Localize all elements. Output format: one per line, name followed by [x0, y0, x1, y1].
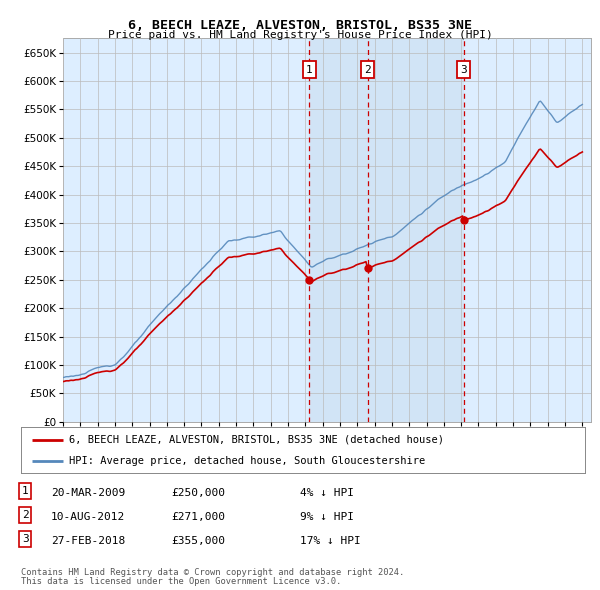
Text: 1: 1 [22, 486, 29, 496]
Text: 4% ↓ HPI: 4% ↓ HPI [300, 488, 354, 497]
Text: 6, BEECH LEAZE, ALVESTON, BRISTOL, BS35 3NE (detached house): 6, BEECH LEAZE, ALVESTON, BRISTOL, BS35 … [69, 435, 444, 445]
Bar [309, 38, 464, 422]
Text: £250,000: £250,000 [171, 488, 225, 497]
Text: 10-AUG-2012: 10-AUG-2012 [51, 512, 125, 522]
Text: 2: 2 [22, 510, 29, 520]
Text: 2: 2 [364, 64, 371, 74]
Text: 3: 3 [22, 535, 29, 544]
Text: HPI: Average price, detached house, South Gloucestershire: HPI: Average price, detached house, Sout… [69, 455, 425, 466]
Text: 17% ↓ HPI: 17% ↓ HPI [300, 536, 361, 546]
Text: Contains HM Land Registry data © Crown copyright and database right 2024.: Contains HM Land Registry data © Crown c… [21, 568, 404, 576]
Text: £271,000: £271,000 [171, 512, 225, 522]
Text: 9% ↓ HPI: 9% ↓ HPI [300, 512, 354, 522]
Text: Price paid vs. HM Land Registry's House Price Index (HPI): Price paid vs. HM Land Registry's House … [107, 30, 493, 40]
Text: 6, BEECH LEAZE, ALVESTON, BRISTOL, BS35 3NE: 6, BEECH LEAZE, ALVESTON, BRISTOL, BS35 … [128, 19, 472, 32]
Text: 27-FEB-2018: 27-FEB-2018 [51, 536, 125, 546]
Text: 3: 3 [461, 64, 467, 74]
Text: £355,000: £355,000 [171, 536, 225, 546]
Text: 20-MAR-2009: 20-MAR-2009 [51, 488, 125, 497]
Text: This data is licensed under the Open Government Licence v3.0.: This data is licensed under the Open Gov… [21, 577, 341, 586]
Text: 1: 1 [306, 64, 313, 74]
